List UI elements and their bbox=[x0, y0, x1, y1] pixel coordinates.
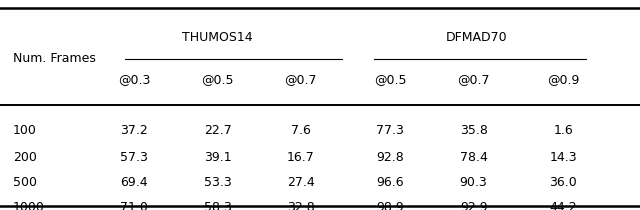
Text: 1000: 1000 bbox=[13, 201, 45, 210]
Text: @0.5: @0.5 bbox=[374, 73, 406, 86]
Text: Num. Frames: Num. Frames bbox=[13, 52, 95, 65]
Text: 27.4: 27.4 bbox=[287, 176, 315, 189]
Text: @0.9: @0.9 bbox=[547, 73, 579, 86]
Text: 14.3: 14.3 bbox=[549, 151, 577, 164]
Text: @0.7: @0.7 bbox=[458, 73, 490, 86]
Text: 35.8: 35.8 bbox=[460, 124, 488, 137]
Text: 1.6: 1.6 bbox=[554, 124, 573, 137]
Text: 92.8: 92.8 bbox=[376, 151, 404, 164]
Text: 37.2: 37.2 bbox=[120, 124, 148, 137]
Text: 200: 200 bbox=[13, 151, 36, 164]
Text: 90.3: 90.3 bbox=[460, 176, 488, 189]
Text: 32.8: 32.8 bbox=[287, 201, 315, 210]
Text: 77.3: 77.3 bbox=[376, 124, 404, 137]
Text: @0.5: @0.5 bbox=[202, 73, 234, 86]
Text: 69.4: 69.4 bbox=[120, 176, 148, 189]
Text: 7.6: 7.6 bbox=[291, 124, 311, 137]
Text: 53.3: 53.3 bbox=[204, 176, 232, 189]
Text: 58.3: 58.3 bbox=[204, 201, 232, 210]
Text: @0.7: @0.7 bbox=[285, 73, 317, 86]
Text: DFMAD70: DFMAD70 bbox=[446, 31, 508, 44]
Text: 96.6: 96.6 bbox=[376, 176, 404, 189]
Text: 39.1: 39.1 bbox=[204, 151, 232, 164]
Text: 16.7: 16.7 bbox=[287, 151, 315, 164]
Text: 44.2: 44.2 bbox=[549, 201, 577, 210]
Text: @0.3: @0.3 bbox=[118, 73, 150, 86]
Text: 36.0: 36.0 bbox=[549, 176, 577, 189]
Text: 92.9: 92.9 bbox=[460, 201, 488, 210]
Text: 78.4: 78.4 bbox=[460, 151, 488, 164]
Text: 71.0: 71.0 bbox=[120, 201, 148, 210]
Text: 500: 500 bbox=[13, 176, 36, 189]
Text: THUMOS14: THUMOS14 bbox=[182, 31, 253, 44]
Text: 57.3: 57.3 bbox=[120, 151, 148, 164]
Text: 100: 100 bbox=[13, 124, 36, 137]
Text: 22.7: 22.7 bbox=[204, 124, 232, 137]
Text: 98.9: 98.9 bbox=[376, 201, 404, 210]
